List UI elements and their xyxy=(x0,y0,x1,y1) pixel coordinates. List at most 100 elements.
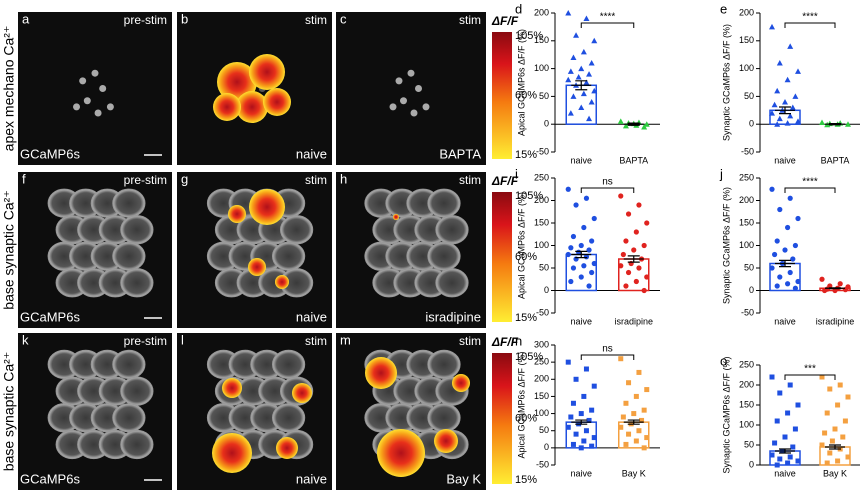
data-point xyxy=(772,251,778,258)
data-point xyxy=(570,233,577,240)
micrograph xyxy=(18,12,172,165)
cell xyxy=(427,188,461,218)
y-tick-label: 100 xyxy=(534,408,549,418)
data-point xyxy=(591,87,598,94)
data-point xyxy=(784,76,791,83)
y-tick-label: -50 xyxy=(741,307,754,317)
y-tick-label: 100 xyxy=(534,240,549,250)
colorbar-label: 15% xyxy=(515,474,537,486)
panel-letter: h xyxy=(340,171,347,186)
y-tick-label: 0 xyxy=(749,285,754,295)
y-tick-label: 300 xyxy=(534,339,549,349)
panel-letter: k xyxy=(22,332,29,347)
y-tick-label: 250 xyxy=(739,172,754,182)
cell xyxy=(120,268,154,298)
cell xyxy=(272,403,306,433)
data-point xyxy=(567,110,574,116)
data-point xyxy=(819,119,825,126)
y-tick-label: 50 xyxy=(744,439,754,449)
data-point xyxy=(633,278,639,285)
data-point xyxy=(782,247,788,253)
cells xyxy=(47,188,154,298)
panel-letter: d xyxy=(515,1,522,16)
y-tick-label: 0 xyxy=(749,459,754,469)
data-point xyxy=(573,431,579,437)
y-tick-label: -50 xyxy=(741,146,754,156)
colorbar-label: 105% xyxy=(515,30,543,42)
data-point xyxy=(835,402,841,408)
y-tick-label: 250 xyxy=(739,359,754,369)
y-tick-label: 50 xyxy=(539,425,549,435)
error-bar xyxy=(571,419,592,425)
data-point xyxy=(620,251,626,258)
colorbar-label: 60% xyxy=(515,412,537,424)
error-bar xyxy=(623,255,644,263)
micrograph xyxy=(336,12,486,165)
response-spot xyxy=(248,258,266,276)
data-point xyxy=(785,460,791,466)
y-tick-label: 50 xyxy=(539,91,549,101)
panel-letter: f xyxy=(22,171,26,186)
data-point xyxy=(785,224,791,231)
data-point xyxy=(771,101,778,108)
y-axis-label: Apical GCaMP6s ΔF/F (%) xyxy=(516,192,526,299)
data-point xyxy=(591,383,597,389)
response-spot xyxy=(222,378,242,398)
data-point xyxy=(787,195,793,201)
data-point xyxy=(795,215,801,222)
data-point xyxy=(792,426,798,432)
row-label: base synaptic Ca²⁺ xyxy=(1,352,17,471)
colorbar-title: ΔF/F xyxy=(491,335,519,349)
data-point xyxy=(570,93,577,99)
panel-letter: m xyxy=(340,332,351,347)
panel-letter: c xyxy=(340,11,347,26)
y-axis-label: Synaptic GCaMP6s ΔF/F (%) xyxy=(721,356,731,473)
colorbar xyxy=(492,32,512,159)
data-point xyxy=(639,417,645,423)
data-point xyxy=(774,238,780,244)
y-tick-label: 0 xyxy=(544,285,549,295)
y-tick-label: 200 xyxy=(534,195,549,205)
data-point xyxy=(824,460,830,466)
image-sublabel: naive xyxy=(296,471,327,486)
panel-letter: n xyxy=(515,333,522,348)
data-point xyxy=(633,229,639,235)
image-sublabel: GCaMP6s xyxy=(20,309,80,324)
data-point xyxy=(776,60,783,66)
y-axis-label: Apical GCaMP6s ΔF/F (%) xyxy=(516,351,526,458)
cell xyxy=(112,241,146,271)
data-point xyxy=(785,281,791,287)
y-tick-label: 150 xyxy=(739,399,754,409)
y-tick-label: 100 xyxy=(739,63,754,73)
data-point xyxy=(586,247,592,253)
data-point xyxy=(792,93,799,99)
cell xyxy=(435,215,469,245)
image-caption: stim xyxy=(459,334,481,348)
response-spot xyxy=(365,357,397,389)
data-point xyxy=(636,428,642,434)
x-tick-label: naive xyxy=(570,316,592,326)
data-point xyxy=(795,118,801,124)
y-tick-label: 100 xyxy=(739,240,754,250)
data-point xyxy=(578,411,584,417)
image-sublabel: Bay K xyxy=(446,471,481,486)
hair-bundle xyxy=(415,85,422,92)
data-point xyxy=(573,202,579,208)
data-point xyxy=(636,202,642,208)
data-point xyxy=(618,424,624,430)
significance-label: ns xyxy=(602,344,613,355)
image-caption: stim xyxy=(305,173,327,187)
data-point xyxy=(589,238,595,244)
data-point xyxy=(845,121,851,127)
data-point xyxy=(618,356,624,362)
data-point xyxy=(641,445,647,451)
data-point xyxy=(626,431,632,437)
colorbar-label: 105% xyxy=(515,190,543,202)
response-spot xyxy=(434,429,458,453)
response-spot xyxy=(393,214,399,220)
y-tick-label: 0 xyxy=(544,119,549,129)
data-point xyxy=(789,104,796,111)
data-point xyxy=(565,359,571,365)
data-point xyxy=(588,98,595,105)
image-sublabel: naive xyxy=(296,309,327,324)
